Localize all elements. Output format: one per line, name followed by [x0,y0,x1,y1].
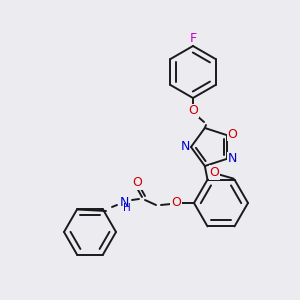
Text: O: O [171,196,181,209]
Text: N: N [119,196,129,208]
Text: O: O [227,128,237,141]
Text: N: N [227,152,237,165]
Text: O: O [188,104,198,118]
Text: H: H [123,203,131,213]
Text: F: F [189,32,197,44]
Text: O: O [132,176,142,190]
Text: N: N [180,140,190,154]
Text: O: O [210,166,219,179]
